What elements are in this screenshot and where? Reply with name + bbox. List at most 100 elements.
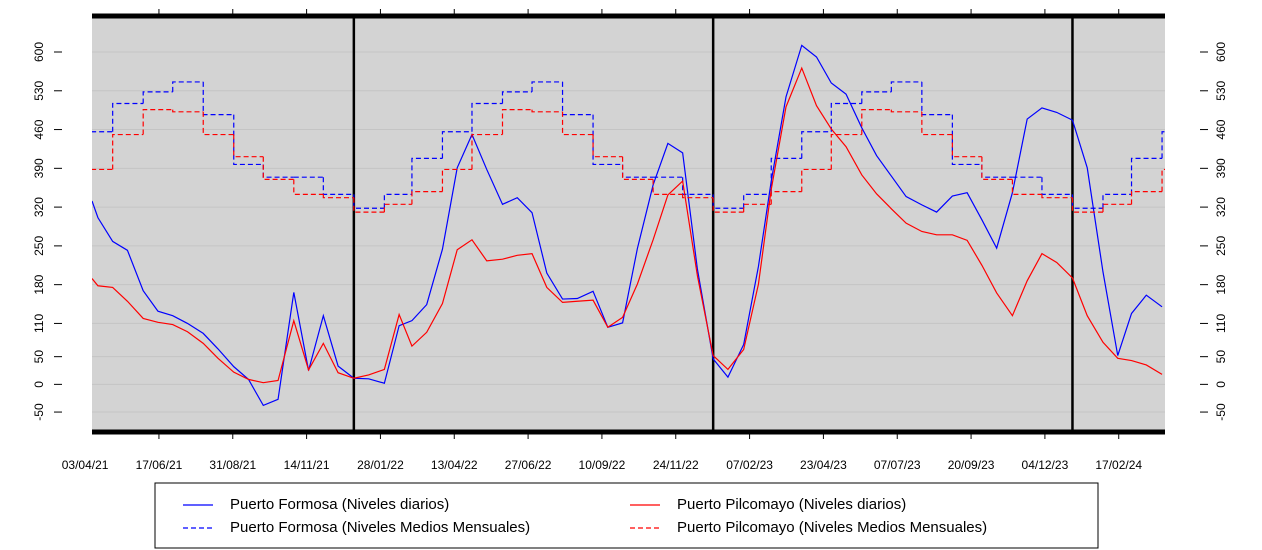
x-tick-label: 17/02/24 bbox=[1095, 458, 1142, 472]
step-segment bbox=[592, 134, 623, 158]
step-segment bbox=[202, 111, 234, 136]
x-tick-label: 20/09/23 bbox=[948, 458, 995, 472]
y-tick-label: 180 bbox=[1214, 274, 1228, 294]
y-tick-label: 460 bbox=[1214, 119, 1228, 139]
step-segment bbox=[501, 91, 533, 104]
plot-area bbox=[92, 16, 1165, 432]
x-tick-label: 13/04/22 bbox=[431, 458, 478, 472]
step-segment bbox=[712, 197, 744, 213]
x-tick-label: 31/08/21 bbox=[209, 458, 256, 472]
legend-label: Puerto Pilcomayo (Niveles diarios) bbox=[677, 496, 906, 513]
step-segment bbox=[592, 114, 623, 166]
x-tick-label: 07/02/23 bbox=[726, 458, 773, 472]
x-tick-label: 17/06/21 bbox=[136, 458, 183, 472]
step-segment bbox=[411, 157, 443, 195]
legend-label: Puerto Formosa (Niveles Medios Mensuales… bbox=[230, 519, 530, 536]
step-segment bbox=[471, 133, 503, 170]
step-segment bbox=[1011, 179, 1042, 195]
x-tick-label: 04/12/23 bbox=[1022, 458, 1069, 472]
step-segment bbox=[112, 102, 144, 132]
step-segment bbox=[441, 168, 472, 192]
step-segment bbox=[233, 114, 264, 166]
step-segment bbox=[501, 109, 533, 135]
y-tick-label: 110 bbox=[1214, 314, 1228, 333]
step-segment bbox=[801, 168, 832, 192]
y-tick-label: 530 bbox=[32, 80, 46, 100]
step-segment bbox=[112, 133, 144, 170]
step-segment bbox=[830, 102, 862, 132]
step-segment bbox=[411, 190, 443, 205]
step-segment bbox=[561, 111, 594, 136]
step-segment bbox=[471, 102, 503, 132]
step-segment bbox=[951, 134, 982, 158]
step-segment bbox=[981, 156, 1013, 181]
step-segment bbox=[830, 133, 862, 170]
step-segment bbox=[262, 156, 294, 181]
y-tick-label: 320 bbox=[1214, 197, 1228, 217]
step-segment bbox=[1102, 203, 1132, 213]
y-tick-label: 320 bbox=[32, 197, 46, 217]
x-tick-label: 27/06/22 bbox=[505, 458, 552, 472]
step-segment bbox=[293, 179, 324, 195]
x-tick-label: 28/01/22 bbox=[357, 458, 404, 472]
series-line bbox=[92, 66, 1163, 384]
y-tick-label: -50 bbox=[1214, 403, 1228, 421]
step-segment bbox=[353, 197, 385, 213]
y-tick-label: 390 bbox=[32, 158, 46, 178]
x-tick-label: 10/09/22 bbox=[579, 458, 626, 472]
step-segment bbox=[921, 111, 953, 136]
step-segment bbox=[1041, 194, 1073, 199]
axes: -50 -50 0 0 50 50 110 110 180 180 250 250 320 320 390 3… bbox=[32, 9, 1228, 472]
step-segment bbox=[531, 109, 563, 113]
x-tick-label: 07/07/23 bbox=[874, 458, 921, 472]
step-segment bbox=[142, 109, 173, 135]
step-segment bbox=[621, 156, 654, 181]
y-tick-label: 600 bbox=[1214, 42, 1228, 62]
plot-grid bbox=[92, 51, 1165, 413]
y-tick-label: 460 bbox=[32, 119, 46, 139]
x-tick-label: 14/11/21 bbox=[284, 458, 330, 472]
step-segment bbox=[383, 193, 412, 209]
step-segment bbox=[770, 190, 802, 205]
legend: Puerto Formosa (Niveles diarios) Puerto F… bbox=[183, 496, 987, 536]
x-tick-label: 03/04/21 bbox=[62, 458, 109, 472]
step-segment bbox=[890, 81, 922, 92]
y-tick-label: 600 bbox=[32, 42, 46, 62]
y-tick-label: 50 bbox=[1214, 350, 1228, 364]
y-tick-label: 530 bbox=[1214, 80, 1228, 100]
y-tick-label: 110 bbox=[32, 314, 46, 333]
legend-label: Puerto Pilcomayo (Niveles Medios Mensual… bbox=[677, 519, 987, 536]
step-segment bbox=[743, 203, 772, 213]
step-segment bbox=[890, 109, 922, 113]
step-segment bbox=[383, 203, 412, 213]
data-layer bbox=[92, 16, 1165, 432]
step-segment bbox=[172, 81, 204, 92]
step-segment bbox=[1102, 193, 1132, 209]
y-tick-label: 390 bbox=[1214, 158, 1228, 178]
x-tick-label: 24/11/22 bbox=[653, 458, 699, 472]
step-segment bbox=[652, 179, 683, 195]
legend-label: Puerto Formosa (Niveles diarios) bbox=[230, 496, 449, 513]
step-segment bbox=[1161, 131, 1165, 159]
step-segment bbox=[1130, 157, 1163, 195]
step-segment bbox=[682, 194, 714, 199]
step-segment bbox=[142, 91, 173, 104]
y-tick-label: 180 bbox=[32, 274, 46, 294]
step-segment bbox=[531, 81, 563, 92]
y-tick-label: 250 bbox=[1214, 236, 1228, 256]
step-segment bbox=[441, 131, 472, 159]
step-segment bbox=[861, 91, 892, 104]
series-line bbox=[92, 44, 1163, 407]
y-tick-label: 50 bbox=[32, 350, 46, 364]
legend-box bbox=[154, 482, 1099, 549]
y-tick-label: 0 bbox=[1214, 381, 1228, 388]
x-tick-label: 23/04/23 bbox=[800, 458, 847, 472]
y-tick-label: 0 bbox=[32, 381, 46, 388]
step-segment bbox=[770, 157, 802, 195]
step-segment bbox=[861, 109, 892, 135]
step-segment bbox=[743, 193, 772, 209]
step-segment bbox=[172, 109, 204, 113]
step-segment bbox=[1071, 197, 1103, 213]
y-tick-label: -50 bbox=[32, 403, 46, 421]
